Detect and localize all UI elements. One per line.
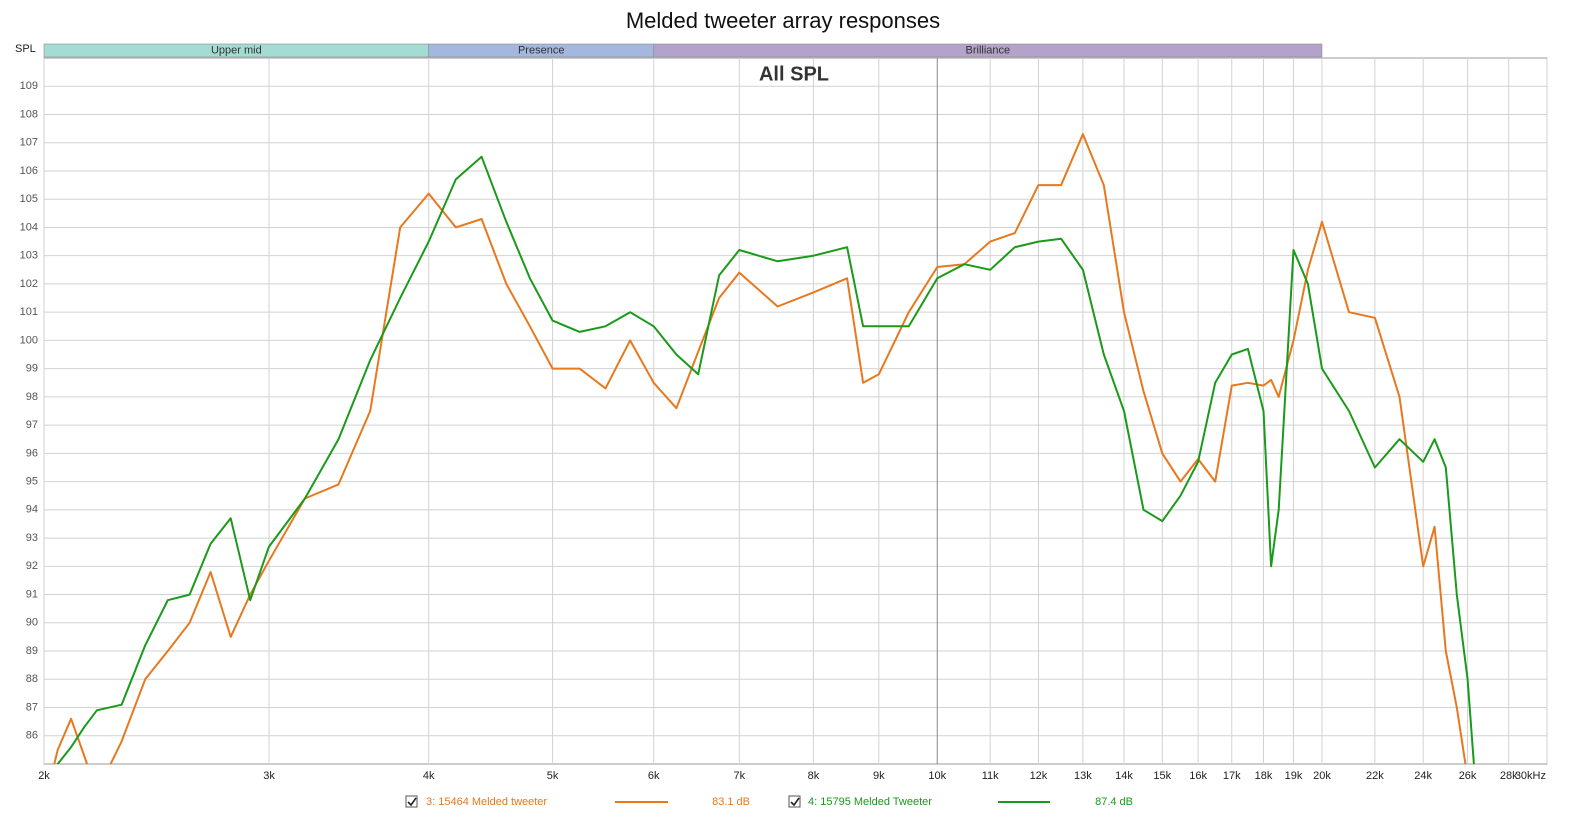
y-tick-label: 96 [26,447,38,459]
series-line [56,155,1475,764]
y-tick-label: 102 [20,278,38,290]
x-tick-label: 5k [547,770,559,782]
x-tick-label: 10k [928,770,946,782]
legend-checkbox [405,795,418,808]
x-tick-label: 24k [1414,770,1432,782]
legend-label: 4: 15795 Melded Tweeter [808,796,932,808]
y-tick-label: 92 [26,560,38,572]
y-tick-label: 104 [20,221,38,233]
y-tick-label: 100 [20,334,38,346]
chart-title: Melded tweeter array responses [626,8,940,33]
x-tick-label: 17k [1223,770,1241,782]
legend-label: 3: 15464 Melded tweeter [426,796,547,808]
y-tick-label: 103 [20,250,38,262]
x-tick-label: 14k [1115,770,1133,782]
y-tick-label: 88 [26,673,38,685]
x-tick-label: 11k [982,770,999,782]
x-tick-label: 20k [1313,770,1331,782]
y-tick-label: 101 [20,306,38,318]
x-tick-label: 9k [873,770,885,782]
y-tick-label: 107 [20,137,38,149]
band-label: Presence [518,44,564,56]
legend-checkbox [788,795,801,808]
band-label: Brilliance [966,44,1011,56]
y-tick-label: 105 [20,193,38,205]
y-tick-label: 89 [26,645,38,657]
y-tick-label: 97 [26,419,38,431]
x-tick-label: 19k [1285,770,1303,782]
x-tick-label: 26k [1459,770,1477,782]
y-tick-label: 87 [26,701,38,713]
x-tick-label: 2k [38,770,50,782]
y-tick-label: 91 [26,588,38,600]
y-tick-label: 106 [20,165,38,177]
x-tick-label: 4k [423,770,435,782]
y-tick-label: 93 [26,532,38,544]
y-tick-label: 90 [26,617,38,629]
x-tick-label: 3k [263,770,275,782]
band [653,43,1323,58]
y-tick-label: 108 [20,108,38,120]
y-tick-label: 94 [26,504,38,516]
y-tick-label: 98 [26,391,38,403]
legend-checkmark [407,797,417,807]
legend-checkmark [790,797,800,807]
x-tick-label: 15k [1153,770,1171,782]
legend-level: 87.4 dB [1095,796,1133,808]
annotation: All SPL [759,63,829,85]
plot-area [43,57,1548,765]
y-tick-label: 109 [20,80,38,92]
x-tick-label: 28k [1500,770,1518,782]
x-tick-label: 6k [648,770,660,782]
x-tick-label: 16k [1189,770,1207,782]
x-tick-label: 22k [1366,770,1384,782]
legend-level: 83.1 dB [712,796,750,808]
y-tick-label: 99 [26,363,38,375]
x-tick-label: 8k [808,770,820,782]
band-label: Upper mid [211,44,262,56]
x-tick-label: 18k [1255,770,1273,782]
x-tick-label: 30kHz [1515,770,1546,782]
x-tick-label: 13k [1074,770,1092,782]
x-tick-label: 12k [1030,770,1048,782]
y-tick-label: 95 [26,476,38,488]
x-tick-label: 7k [733,770,745,782]
y-axis-label: SPL [15,43,36,55]
y-tick-label: 86 [26,730,38,742]
